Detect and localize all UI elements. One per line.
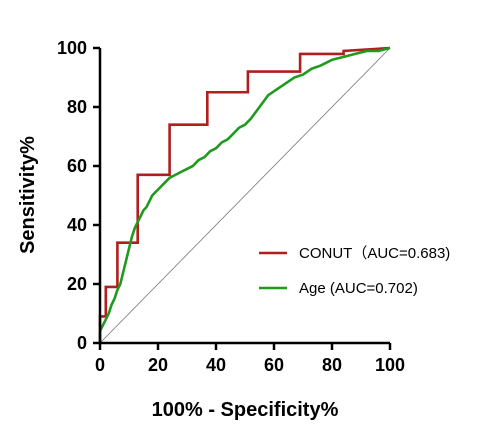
legend-label-conut: CONUT（AUC=0.683) [299,245,450,262]
y-tick-label: 100 [57,38,87,58]
x-tick-label: 20 [148,355,168,375]
x-tick-label: 40 [206,355,226,375]
axes [98,48,390,345]
x-tick-label: 0 [95,355,105,375]
series-line-age [98,46,391,343]
x-tick-label: 80 [322,355,342,375]
x-axis-title: 100% - Specificity% [152,399,339,421]
reference-line-layer [99,47,391,344]
y-axis-title: Sensitivity% [17,136,39,254]
series-layer [98,46,391,343]
legend-label-age: Age (AUC=0.702) [299,280,418,297]
y-tick-label: 40 [67,215,87,235]
tick-layer: 0 20 40 60 80 100 0 20 40 60 80 100 [57,38,405,375]
x-tick-label: 60 [264,355,284,375]
y-tick-label: 60 [67,156,87,176]
y-tick-label: 80 [67,97,87,117]
x-tick-label: 100 [375,355,405,375]
reference-diagonal-line [99,47,391,344]
series-line-conut [98,46,391,343]
y-tick-label: 20 [67,274,87,294]
y-tick-label: 0 [77,333,87,353]
legend: CONUT（AUC=0.683) Age (AUC=0.702) [259,245,450,297]
